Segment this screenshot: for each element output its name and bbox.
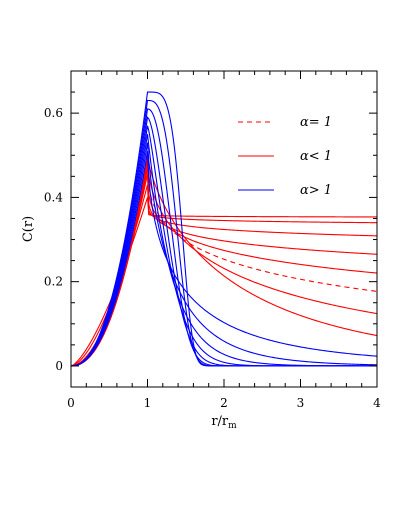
series-line-alpha-less-1 <box>70 174 378 367</box>
x-axis-label-main: r/r <box>211 414 229 429</box>
x-axis-label-subscript: m <box>228 421 237 431</box>
x-tick-label: 1 <box>144 396 152 410</box>
plot-lines <box>70 91 378 367</box>
series-line-alpha-greater-1 <box>70 91 377 367</box>
y-tick-label: 0.4 <box>44 190 63 204</box>
y-tick-label: 0 <box>55 359 63 373</box>
x-tick-label: 2 <box>220 396 228 410</box>
axis-ticks <box>70 71 378 387</box>
legend-label-alpha-equal-1: α= 1 <box>300 115 332 130</box>
series-line-alpha-greater-1 <box>70 150 378 367</box>
axis-tick-labels: 0 1 2 3 4 0 0.2 0.4 0.6 <box>44 106 381 410</box>
x-tick-label: 0 <box>67 396 75 410</box>
y-axis-label: C(r) <box>21 216 36 242</box>
series-line-alpha-greater-1 <box>70 108 377 367</box>
y-tick-label: 0.6 <box>44 106 63 120</box>
series-line-alpha-greater-1 <box>70 99 377 367</box>
x-axis-label: r/rm <box>211 414 237 431</box>
legend: α= 1 α< 1 α> 1 <box>238 115 332 198</box>
series-line-alpha-greater-1 <box>70 142 378 367</box>
legend-label-alpha-less-1: α< 1 <box>300 149 332 164</box>
x-tick-label: 3 <box>297 396 305 410</box>
legend-label-alpha-greater-1: α> 1 <box>300 183 332 198</box>
x-tick-label: 4 <box>373 396 381 410</box>
y-tick-label: 0.2 <box>44 275 63 289</box>
